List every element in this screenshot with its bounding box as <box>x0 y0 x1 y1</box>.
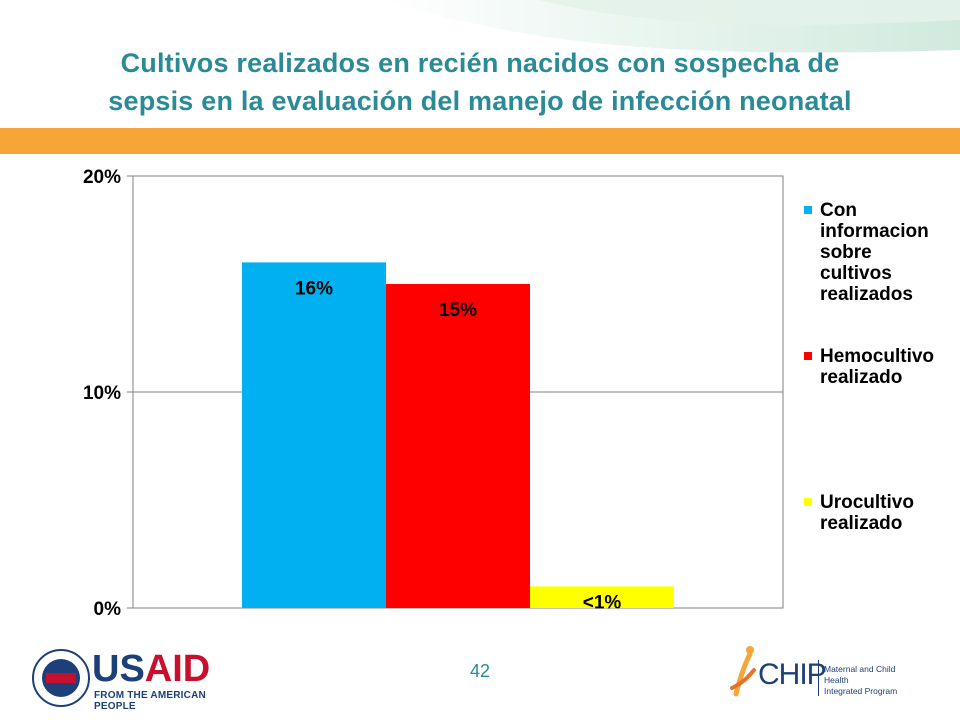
title-line-1: Cultivos realizados en recién nacidos co… <box>120 48 840 78</box>
mchip-divider <box>818 660 819 696</box>
bar-data-label: 16% <box>295 278 333 299</box>
bar-chart: 0% 10% 20% 16% 15% <1% <box>83 167 784 620</box>
usaid-logo: USAID FROM THE AMERICAN PEOPLE <box>28 646 228 712</box>
bar <box>242 262 386 608</box>
legend-item-con-informacion: Con informacion sobre cultivos realizado… <box>804 200 944 305</box>
legend-swatch-yellow <box>804 498 812 506</box>
legend-item-hemocultivo: Hemocultivo realizado <box>804 346 944 388</box>
usaid-tagline: FROM THE AMERICAN PEOPLE <box>94 690 206 712</box>
header-swoosh-decoration <box>380 0 960 53</box>
y-tick-label: 0% <box>94 599 122 620</box>
usaid-seal-icon <box>32 649 90 707</box>
mchip-program-name: Maternal and Child Health Integrated Pro… <box>824 664 898 696</box>
mchip-logo: CHIP Maternal and Child Health Integrate… <box>730 640 920 706</box>
y-tick-label: 20% <box>83 167 121 188</box>
legend-label: Hemocultivo realizado <box>820 346 935 388</box>
mchip-figure-icon <box>730 646 756 697</box>
header-accent-bar <box>0 128 960 154</box>
legend-item-urocultivo: Urocultivo realizado <box>804 492 944 534</box>
mchip-wordmark: CHIP <box>758 658 827 691</box>
bar-data-label: <1% <box>583 592 622 613</box>
legend-swatch-blue <box>804 206 812 214</box>
legend-label: Con informacion sobre cultivos realizado… <box>820 200 929 305</box>
legend-label: Urocultivo realizado <box>820 492 914 534</box>
y-tick-label: 10% <box>83 383 121 404</box>
bar <box>530 586 674 608</box>
legend-swatch-red <box>804 352 812 360</box>
title-line-2: sepsis en la evaluación del manejo de in… <box>108 86 852 116</box>
page-title: Cultivos realizados en recién nacidos co… <box>40 44 920 120</box>
bar <box>386 284 530 608</box>
page-number: 42 <box>469 661 491 681</box>
usaid-wordmark: USAID <box>92 648 211 690</box>
bar-data-label: 15% <box>439 300 477 321</box>
